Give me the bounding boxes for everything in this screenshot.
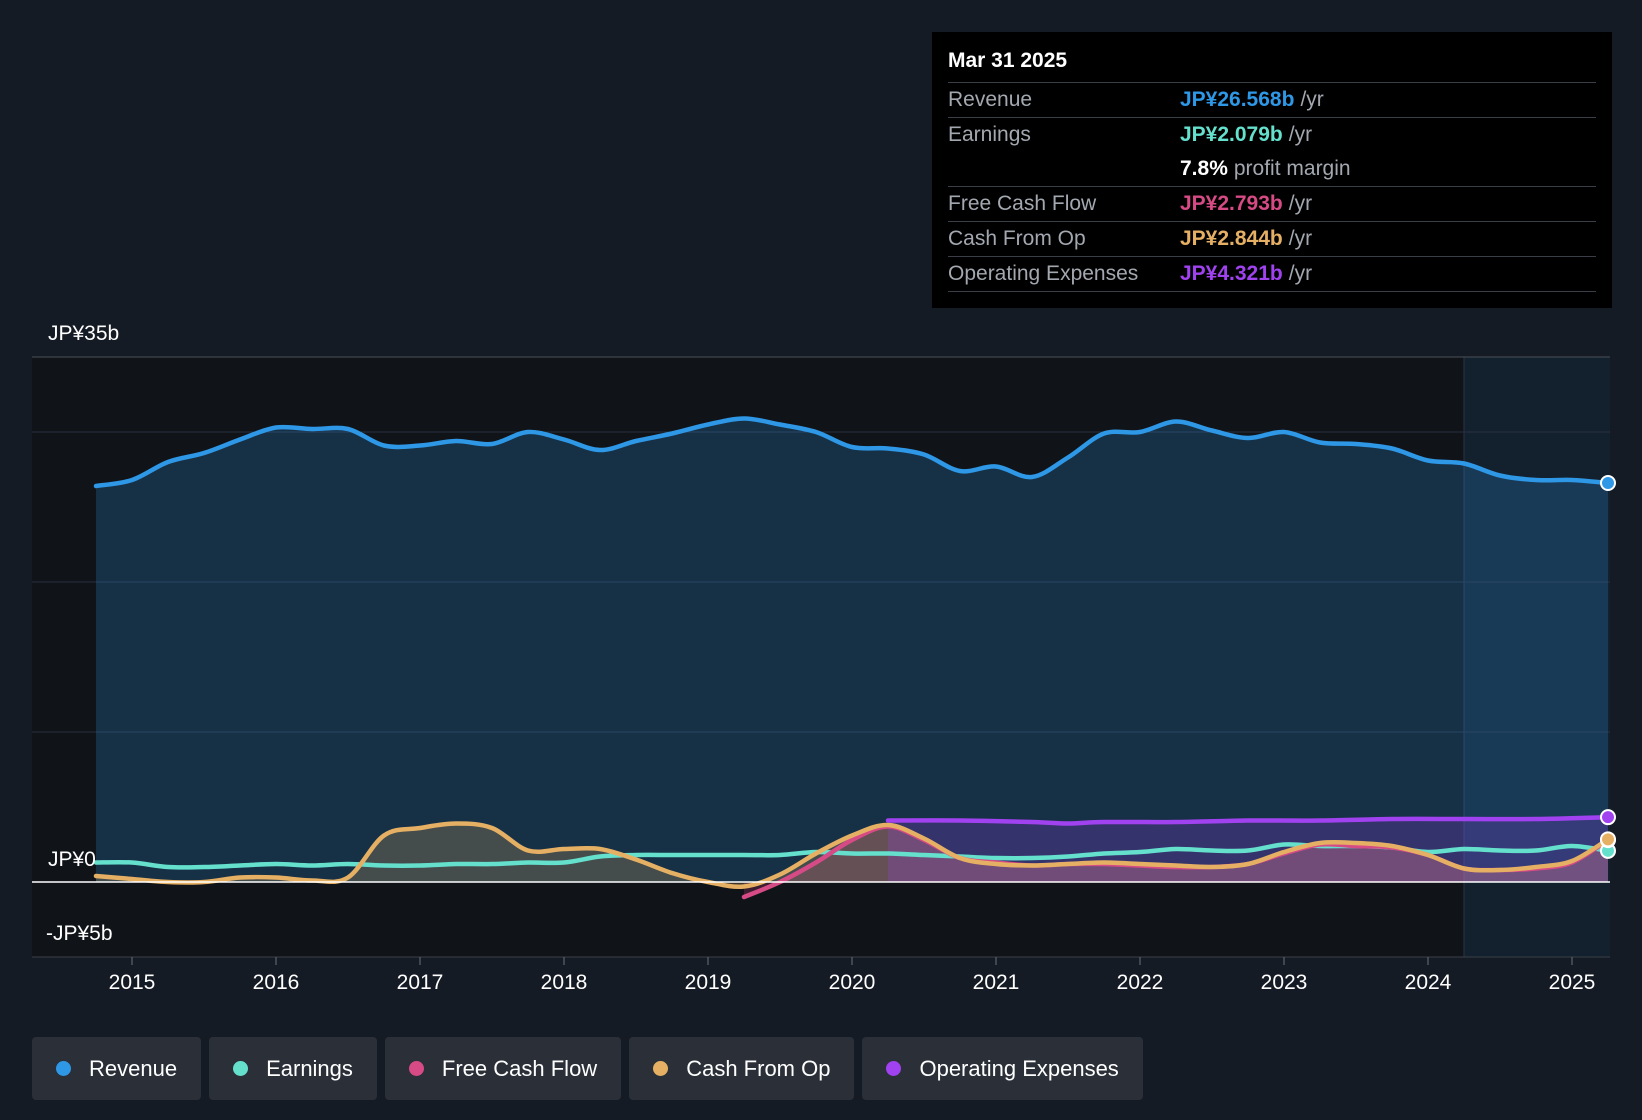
tooltip-unit: /yr xyxy=(1288,262,1313,285)
legend-label: Operating Expenses xyxy=(919,1055,1119,1081)
legend: Revenue Earnings Free Cash Flow Cash Fro… xyxy=(32,1037,1143,1100)
legend-label: Free Cash Flow xyxy=(441,1055,598,1081)
legend-item-free-cash-flow[interactable]: Free Cash Flow xyxy=(384,1037,622,1100)
y-tick-bottom: -JP¥5b xyxy=(46,922,113,945)
tooltip-unit: /yr xyxy=(1288,227,1313,250)
legend-item-operating-expenses[interactable]: Operating Expenses xyxy=(862,1037,1143,1100)
legend-item-revenue[interactable]: Revenue xyxy=(32,1037,202,1100)
tooltip-unit: /yr xyxy=(1288,192,1313,215)
tooltip-value: 7.8% xyxy=(1180,157,1228,180)
tooltip-unit: /yr xyxy=(1300,88,1324,111)
free-cash-flow-area xyxy=(744,826,1608,897)
legend-item-cash-from-op[interactable]: Cash From Op xyxy=(629,1037,855,1100)
tooltip-label: Cash From Op xyxy=(948,227,1086,250)
x-tick-label: 2025 xyxy=(1549,971,1596,994)
tooltip-value: JP¥2.793b xyxy=(1180,192,1283,215)
tooltip-date: Mar 31 2025 xyxy=(948,46,1596,83)
tooltip-row-free-cash-flow: Free Cash Flow JP¥2.793b /yr xyxy=(948,187,1596,222)
cash-from-op-end-marker xyxy=(1600,831,1616,848)
tooltip-row-operating-expenses: Operating Expenses JP¥4.321b /yr xyxy=(948,257,1596,292)
tooltip-label: Earnings xyxy=(948,123,1031,146)
x-tick-label: 2018 xyxy=(541,971,588,994)
tooltip-value: JP¥2.079b xyxy=(1180,123,1283,146)
tooltip-unit: /yr xyxy=(1288,123,1313,146)
x-tick-label: 2024 xyxy=(1405,971,1452,994)
legend-dot-icon xyxy=(408,1061,424,1076)
operating-expenses-line xyxy=(885,814,1611,826)
x-tick-label: 2017 xyxy=(397,971,444,994)
legend-label: Earnings xyxy=(266,1055,353,1081)
x-tick-label: 2020 xyxy=(829,971,876,994)
x-tick-label: 2019 xyxy=(685,971,732,994)
tooltip-label xyxy=(948,152,1180,186)
legend-dot-icon xyxy=(56,1061,71,1076)
x-tick-label: 2021 xyxy=(973,971,1020,994)
x-tick-label: 2023 xyxy=(1261,971,1308,994)
legend-label: Revenue xyxy=(89,1055,178,1081)
cash-from-op-line xyxy=(93,821,1611,890)
y-tick-zero: JP¥0 xyxy=(48,848,96,871)
legend-label: Cash From Op xyxy=(686,1055,831,1081)
x-tick-label: 2022 xyxy=(1117,971,1164,994)
legend-dot-icon xyxy=(233,1061,249,1076)
legend-dot-icon xyxy=(886,1061,902,1076)
tooltip-label: Operating Expenses xyxy=(948,262,1139,285)
tooltip-row-revenue: Revenue JP¥26.568b /yr xyxy=(948,83,1596,118)
y-tick-top: JP¥35b xyxy=(48,322,119,345)
operating-expenses-end-marker xyxy=(1600,809,1616,826)
tooltip-value: JP¥2.844b xyxy=(1180,227,1283,250)
tooltip-row-profit-margin: 7.8% profit margin xyxy=(948,152,1596,187)
tooltip-label: Revenue xyxy=(948,88,1033,111)
tooltip-panel: Mar 31 2025 Revenue JP¥26.568b /yr Earni… xyxy=(932,32,1612,308)
revenue-line xyxy=(93,416,1611,489)
tooltip-row-cash-from-op: Cash From Op JP¥2.844b /yr xyxy=(948,222,1596,257)
legend-dot-icon xyxy=(653,1061,669,1076)
tooltip-value: JP¥4.321b xyxy=(1180,262,1283,285)
revenue-area xyxy=(96,418,1608,882)
tooltip-row-earnings: Earnings JP¥2.079b /yr xyxy=(948,118,1596,152)
tooltip-value: JP¥26.568b xyxy=(1180,88,1295,111)
tooltip-label: Free Cash Flow xyxy=(948,192,1097,215)
tooltip-unit: profit margin xyxy=(1233,157,1351,180)
legend-item-earnings[interactable]: Earnings xyxy=(209,1037,377,1100)
x-tick-label: 2015 xyxy=(109,971,156,994)
revenue-end-marker xyxy=(1600,475,1616,491)
x-tick-label: 2016 xyxy=(253,971,300,994)
